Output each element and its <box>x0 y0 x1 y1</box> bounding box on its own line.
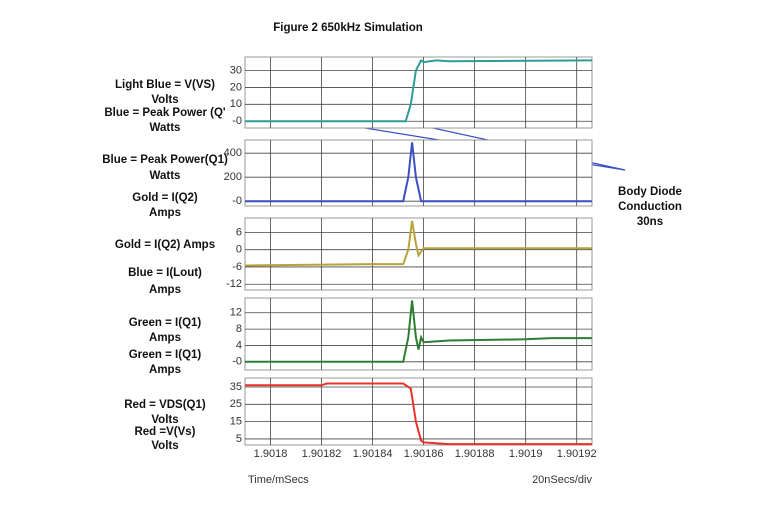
annotation: 30ns <box>637 216 663 228</box>
line-series <box>245 382 592 446</box>
panel-label: Volts <box>151 440 178 452</box>
y-tick-label: 25 <box>230 398 242 410</box>
panel-label: Red = VDS(Q1) <box>124 399 206 411</box>
panel-label: Green = I(Q1) <box>129 317 202 329</box>
y-tick-label: -0 <box>232 356 242 368</box>
x-tick-label: 1.9018 <box>254 448 288 460</box>
panel-label: Watts <box>150 122 181 134</box>
y-tick-label: 15 <box>230 416 242 428</box>
panel-label: Amps <box>149 332 181 344</box>
panel-label: Light Blue = V(VS) <box>115 79 215 91</box>
y-tick-label: 6 <box>236 226 242 238</box>
panel-label: Volts <box>151 414 178 426</box>
annotation: Conduction <box>618 201 682 213</box>
y-tick-label: -12 <box>226 278 242 290</box>
panel-label: Blue = Peak Power (Q' <box>104 107 226 119</box>
y-tick-label: 35 <box>230 381 242 393</box>
y-tick-label: -0 <box>232 195 242 207</box>
x-tick-label: 1.90192 <box>557 448 597 460</box>
line-series <box>245 142 592 203</box>
x-scale-label: 20nSecs/div <box>532 474 592 486</box>
x-axis-label: Time/mSecs <box>248 474 309 486</box>
chart-title: Figure 2 650kHz Simulation <box>273 22 423 34</box>
panel-label: Gold = I(Q2) <box>132 192 198 204</box>
line-series <box>244 220 592 267</box>
panel-label: Amps <box>149 207 181 219</box>
y-tick-label: -0 <box>232 115 242 127</box>
panel-label: Amps <box>149 284 181 296</box>
y-tick-label: 400 <box>224 147 242 159</box>
panel-label: Gold = I(Q2) Amps <box>115 239 215 251</box>
y-tick-label: 30 <box>230 64 242 76</box>
x-tick-label: 1.90182 <box>302 448 342 460</box>
y-tick-label: 4 <box>236 339 242 351</box>
y-tick-label: 8 <box>236 323 242 335</box>
line-series <box>245 300 592 363</box>
annotation: Body Diode <box>618 186 682 198</box>
y-tick-label: 20 <box>230 81 242 93</box>
panel-label: Watts <box>150 170 181 182</box>
panel-label: Volts <box>151 94 178 106</box>
y-tick-label: 200 <box>224 171 242 183</box>
panel <box>244 56 593 129</box>
y-tick-label: 10 <box>230 98 242 110</box>
panel-label: Blue = Peak Power(Q1) <box>102 154 228 166</box>
y-tick-label: 12 <box>230 307 242 319</box>
x-tick-label: 1.90186 <box>404 448 444 460</box>
panel-label: Blue = I(Lout) <box>128 267 202 279</box>
panel <box>244 139 593 207</box>
y-tick-label: 5 <box>236 433 242 445</box>
x-tick-label: 1.9019 <box>509 448 543 460</box>
panel-label: Green = I(Q1) <box>129 349 202 361</box>
panel-label: Red =V(Vs) <box>134 426 195 438</box>
line-series <box>245 58 593 123</box>
panel <box>244 297 593 371</box>
x-tick-label: 1.90184 <box>353 448 393 460</box>
y-tick-label: 0 <box>236 244 242 256</box>
panel-label: Amps <box>149 364 181 376</box>
x-tick-label: 1.90188 <box>455 448 495 460</box>
y-tick-label: -6 <box>232 261 242 273</box>
